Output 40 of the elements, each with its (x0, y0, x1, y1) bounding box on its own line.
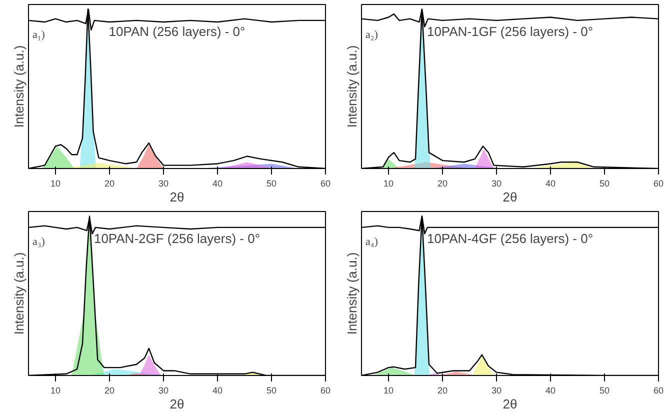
x-tick-label: 30 (491, 386, 502, 396)
x-tick-label: 20 (437, 178, 448, 188)
x-axis-title: 2θ (502, 190, 518, 204)
annotation: a₂) (366, 28, 378, 41)
x-tick-label: 20 (104, 178, 115, 188)
annotation: a₄) (366, 236, 378, 248)
text: 10PAN-4GF (256 layers) - 0° (426, 231, 594, 246)
x-tick-label: 30 (491, 178, 502, 188)
x-tick-label: 60 (320, 178, 331, 188)
x-axis-title: 2θ (170, 396, 184, 412)
x-tick-label: 50 (599, 386, 610, 396)
x-tick-label: 30 (158, 386, 169, 396)
text: 10PAN-2GF (256 layers) - 0° (94, 231, 260, 246)
x-tick-label: 40 (212, 386, 223, 396)
x-tick-label: 30 (158, 178, 169, 188)
x-tick-label: 20 (104, 386, 115, 396)
x-axis-title: 2θ (170, 190, 184, 204)
x-tick-label: 60 (653, 386, 664, 396)
y-axis-title: Intensity (a.u.) (12, 45, 26, 128)
x-tick-label: 60 (653, 178, 664, 188)
x-tick-label: 60 (320, 386, 331, 396)
text: 10PAN-1GF (256 layers) - 0° (426, 24, 594, 40)
x-axis-title: 2θ (502, 396, 518, 412)
y-axis-title: Intensity (a.u.) (344, 45, 360, 128)
x-tick-label: 10 (50, 178, 61, 188)
x-tick-label: 40 (545, 178, 556, 188)
x-tick-label: 50 (599, 178, 610, 188)
x-tick-label: 50 (266, 178, 277, 188)
x-tick-label: 20 (437, 386, 448, 396)
x-tick-label: 40 (212, 178, 223, 188)
x-tick-label: 10 (383, 386, 394, 396)
y-axis-title: Intensity (a.u.) (12, 252, 26, 335)
y-axis-title: Intensity (a.u.) (344, 252, 360, 335)
x-tick-label: 50 (266, 386, 277, 396)
x-tick-label: 10 (383, 178, 394, 188)
x-tick-label: 40 (545, 386, 556, 396)
text: 10PAN (256 layers) - 0° (108, 24, 246, 40)
annotation: a₁) (32, 28, 46, 41)
x-tick-label: 10 (50, 386, 61, 396)
annotation: a₃) (32, 236, 46, 248)
